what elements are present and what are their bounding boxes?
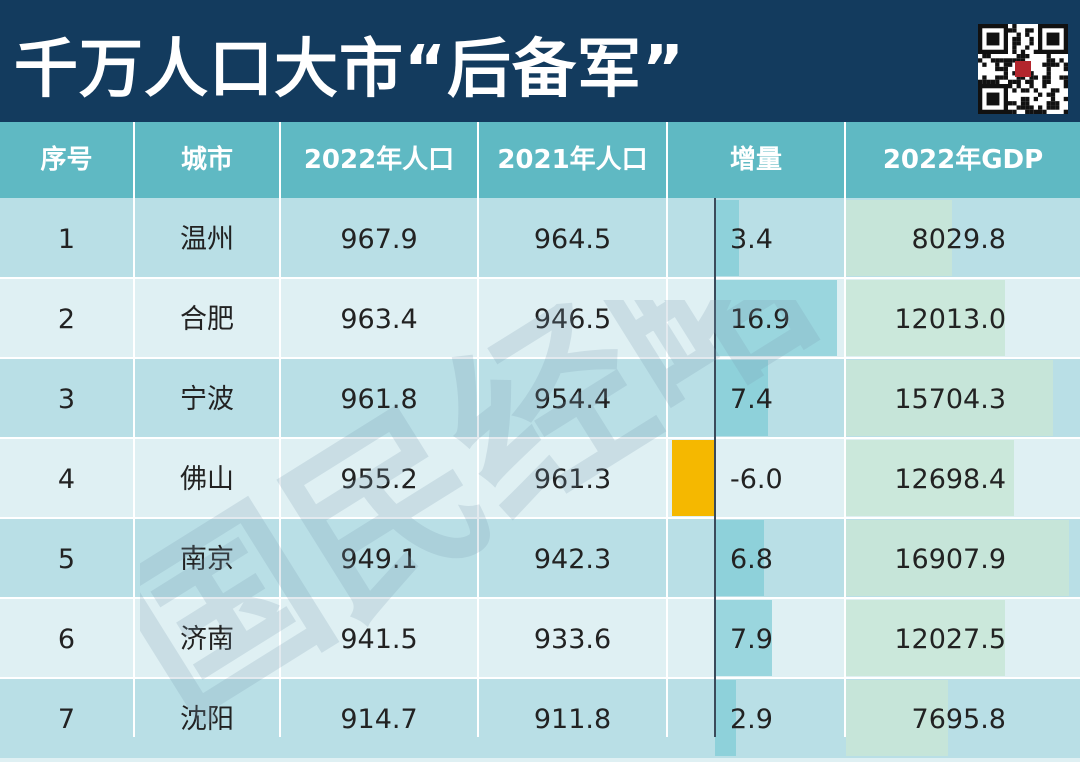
- cell-pop2022: 963.4: [340, 304, 418, 335]
- gdp-bar: [846, 200, 952, 276]
- cell-city: 沈阳: [180, 704, 234, 735]
- cell-rank: 3: [57, 384, 76, 415]
- cell-city: 合肥: [180, 304, 234, 335]
- cell-increase: 16.9: [730, 304, 791, 335]
- increase-bar: [715, 600, 772, 676]
- gdp-bar: [846, 360, 1054, 436]
- page-title: 千万人口大市“后备军”: [14, 33, 686, 107]
- table-row: 1 温州 967.9 964.5 3.4 8029.8: [0, 198, 1080, 278]
- cell-pop2022: 955.2: [340, 464, 418, 495]
- increase-bar: [715, 200, 740, 276]
- table-header: 序号 城市 2022年人口 2021年人口 增量 2022年GDP: [0, 122, 1080, 198]
- cell-pop2021: 964.5: [533, 224, 612, 255]
- header-pop2021: 2021年人口: [497, 145, 648, 175]
- table-row: 7 沈阳 914.7 911.8 2.9 7695.8: [0, 678, 1080, 758]
- gdp-bar: [846, 520, 1070, 596]
- header-city: 城市: [180, 145, 233, 175]
- header-pop2022: 2022年人口: [303, 145, 455, 175]
- cell-gdp2022: 12013.0: [894, 304, 1006, 335]
- cell-city: 南京: [180, 544, 234, 575]
- table-row: 6 济南 941.5 933.6 7.9 12027.5: [0, 598, 1080, 678]
- header-increase: 增量: [729, 145, 782, 175]
- increase-axis: [714, 198, 716, 737]
- cell-rank: 5: [57, 544, 76, 575]
- cell-gdp2022: 12698.4: [894, 464, 1006, 495]
- cell-pop2022: 949.1: [340, 544, 418, 575]
- header-rank: 序号: [40, 145, 93, 175]
- cell-increase: 3.4: [730, 224, 773, 255]
- cell-pop2022: 961.8: [340, 384, 418, 415]
- cell-city: 佛山: [180, 464, 234, 495]
- qr-code-icon: [978, 24, 1068, 114]
- increase-bar: [715, 280, 837, 356]
- cell-gdp2022: 7695.8: [911, 704, 1006, 735]
- cell-pop2021: 961.3: [533, 464, 612, 495]
- cell-pop2022: 914.7: [340, 704, 418, 735]
- increase-bar: [715, 520, 764, 596]
- cell-rank: 6: [57, 624, 76, 655]
- cell-city: 济南: [180, 624, 234, 655]
- cell-city: 温州: [180, 224, 234, 255]
- cell-gdp2022: 12027.5: [894, 624, 1006, 655]
- gdp-bar: [846, 600, 1005, 676]
- cell-pop2021: 946.5: [533, 304, 612, 335]
- cell-pop2021: 911.8: [533, 704, 612, 735]
- cell-pop2021: 954.4: [533, 384, 612, 415]
- table-row: 2 合肥 963.4 946.5 16.9 12013.0: [0, 278, 1080, 358]
- cell-increase: 7.9: [730, 624, 773, 655]
- table-row: 5 南京 949.1 942.3 6.8 16907.9: [0, 518, 1080, 598]
- cell-city: 宁波: [180, 384, 234, 415]
- header-gdp2022: 2022年GDP: [882, 145, 1044, 175]
- cell-rank: 7: [57, 704, 76, 735]
- cell-gdp2022: 15704.3: [894, 384, 1006, 415]
- cell-pop2021: 933.6: [533, 624, 612, 655]
- gdp-bar: [846, 280, 1005, 356]
- cell-rank: 1: [57, 224, 76, 255]
- cell-gdp2022: 16907.9: [894, 544, 1006, 575]
- cell-pop2021: 942.3: [533, 544, 612, 575]
- increase-bar: [715, 360, 769, 436]
- cell-increase: 2.9: [730, 704, 773, 735]
- gdp-bar: [846, 440, 1014, 516]
- cell-gdp2022: 8029.8: [911, 224, 1006, 255]
- table-row: 3 宁波 961.8 954.4 7.4 15704.3: [0, 358, 1080, 438]
- table-body: 1 温州 967.9 964.5 3.4 8029.8 2 合肥 963.4 946.5 16.9 1…: [0, 198, 1080, 758]
- cell-pop2022: 967.9: [340, 224, 418, 255]
- cell-pop2022: 941.5: [340, 624, 418, 655]
- cell-rank: 2: [57, 304, 76, 335]
- title-bar: 千万人口大市“后备军”: [0, 0, 1080, 122]
- cell-rank: 4: [57, 464, 76, 495]
- table-row: 4 佛山 955.2 961.3 -6.0 12698.4: [0, 438, 1080, 518]
- increase-bar: [671, 440, 715, 516]
- cell-increase: -6.0: [730, 464, 783, 495]
- cell-increase: 6.8: [730, 544, 773, 575]
- cell-increase: 7.4: [730, 384, 773, 415]
